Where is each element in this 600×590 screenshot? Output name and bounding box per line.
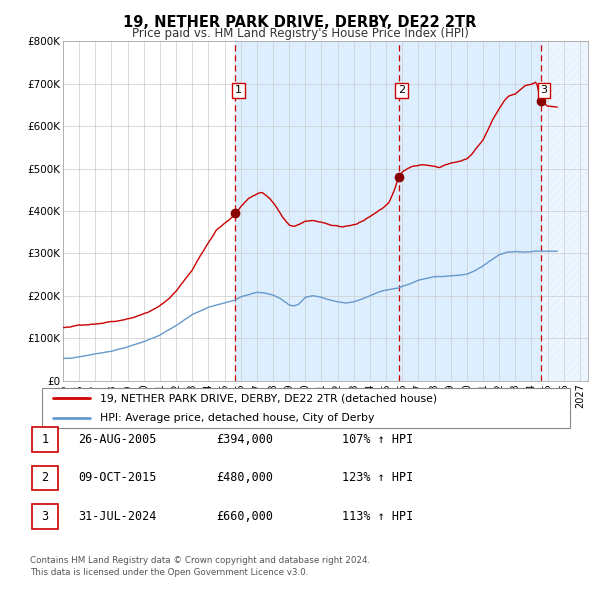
Text: 3: 3 [41,510,49,523]
Text: 09-OCT-2015: 09-OCT-2015 [78,471,157,484]
Text: 26-AUG-2005: 26-AUG-2005 [78,433,157,446]
Text: £394,000: £394,000 [216,433,273,446]
Text: 107% ↑ HPI: 107% ↑ HPI [342,433,413,446]
Bar [235,41,398,381]
Text: 123% ↑ HPI: 123% ↑ HPI [342,471,413,484]
Text: £660,000: £660,000 [216,510,273,523]
Text: 19, NETHER PARK DRIVE, DERBY, DE22 2TR: 19, NETHER PARK DRIVE, DERBY, DE22 2TR [124,15,476,30]
Text: £480,000: £480,000 [216,471,273,484]
Bar [398,41,541,381]
Text: 19, NETHER PARK DRIVE, DERBY, DE22 2TR (detached house): 19, NETHER PARK DRIVE, DERBY, DE22 2TR (… [100,394,437,404]
Text: HPI: Average price, detached house, City of Derby: HPI: Average price, detached house, City… [100,413,374,422]
Text: 113% ↑ HPI: 113% ↑ HPI [342,510,413,523]
Text: Price paid vs. HM Land Registry's House Price Index (HPI): Price paid vs. HM Land Registry's House … [131,27,469,40]
Text: 3: 3 [541,86,548,96]
Text: 1: 1 [41,433,49,446]
Bar [541,41,588,381]
Text: 2: 2 [398,86,406,96]
Text: 31-JUL-2024: 31-JUL-2024 [78,510,157,523]
Text: 1: 1 [235,86,242,96]
Text: 2: 2 [41,471,49,484]
FancyBboxPatch shape [42,388,570,428]
Text: Contains HM Land Registry data © Crown copyright and database right 2024.
This d: Contains HM Land Registry data © Crown c… [30,556,370,577]
